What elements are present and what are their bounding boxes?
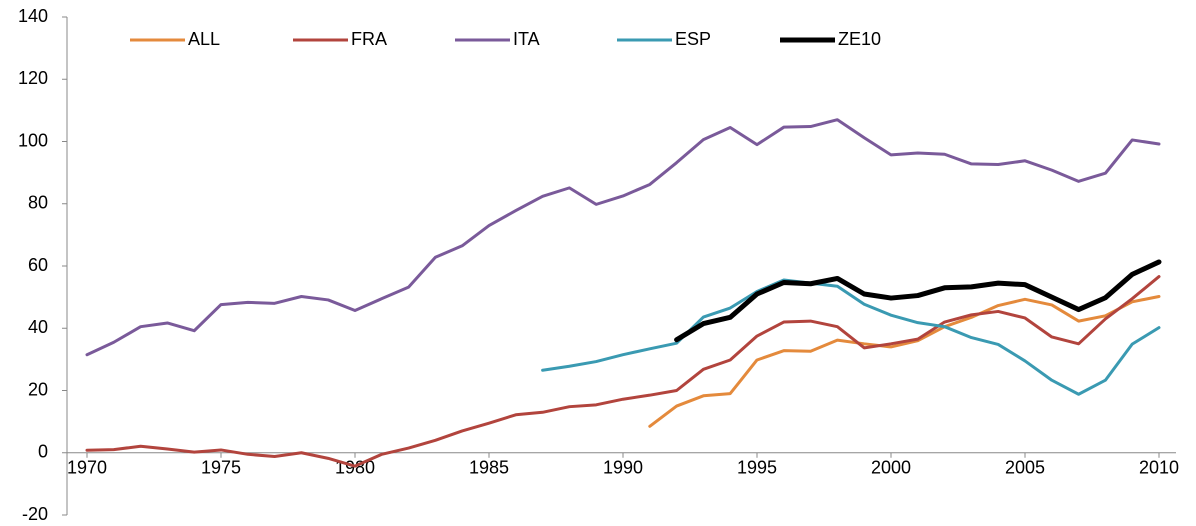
x-tick-label: 1995 <box>737 458 777 478</box>
legend-label: ALL <box>188 29 220 49</box>
y-tick-label: 40 <box>28 317 48 337</box>
y-tick-label: 80 <box>28 193 48 213</box>
y-tick-label: -20 <box>22 504 48 524</box>
y-tick-label: 140 <box>18 6 48 26</box>
x-tick-label: 1990 <box>603 458 643 478</box>
y-tick-label: 0 <box>38 442 48 462</box>
series-line <box>541 278 1161 396</box>
x-tick-label: 1985 <box>469 458 509 478</box>
legend-label: ZE10 <box>838 29 881 49</box>
series-line <box>85 275 1161 468</box>
series-line <box>648 295 1161 428</box>
x-tick-label: 2005 <box>1005 458 1045 478</box>
x-tick-label: 1970 <box>67 458 107 478</box>
legend-label: FRA <box>351 29 387 49</box>
x-tick-label: 2000 <box>871 458 911 478</box>
y-tick-label: 100 <box>18 130 48 150</box>
x-tick-label: 2010 <box>1139 458 1179 478</box>
legend-label: ITA <box>513 29 540 49</box>
y-tick-label: 20 <box>28 379 48 399</box>
series-line <box>674 259 1162 343</box>
y-tick-label: 60 <box>28 255 48 275</box>
legend-label: ESP <box>675 29 711 49</box>
y-tick-label: 120 <box>18 68 48 88</box>
x-tick-label: 1975 <box>201 458 241 478</box>
series-line <box>85 118 1161 357</box>
